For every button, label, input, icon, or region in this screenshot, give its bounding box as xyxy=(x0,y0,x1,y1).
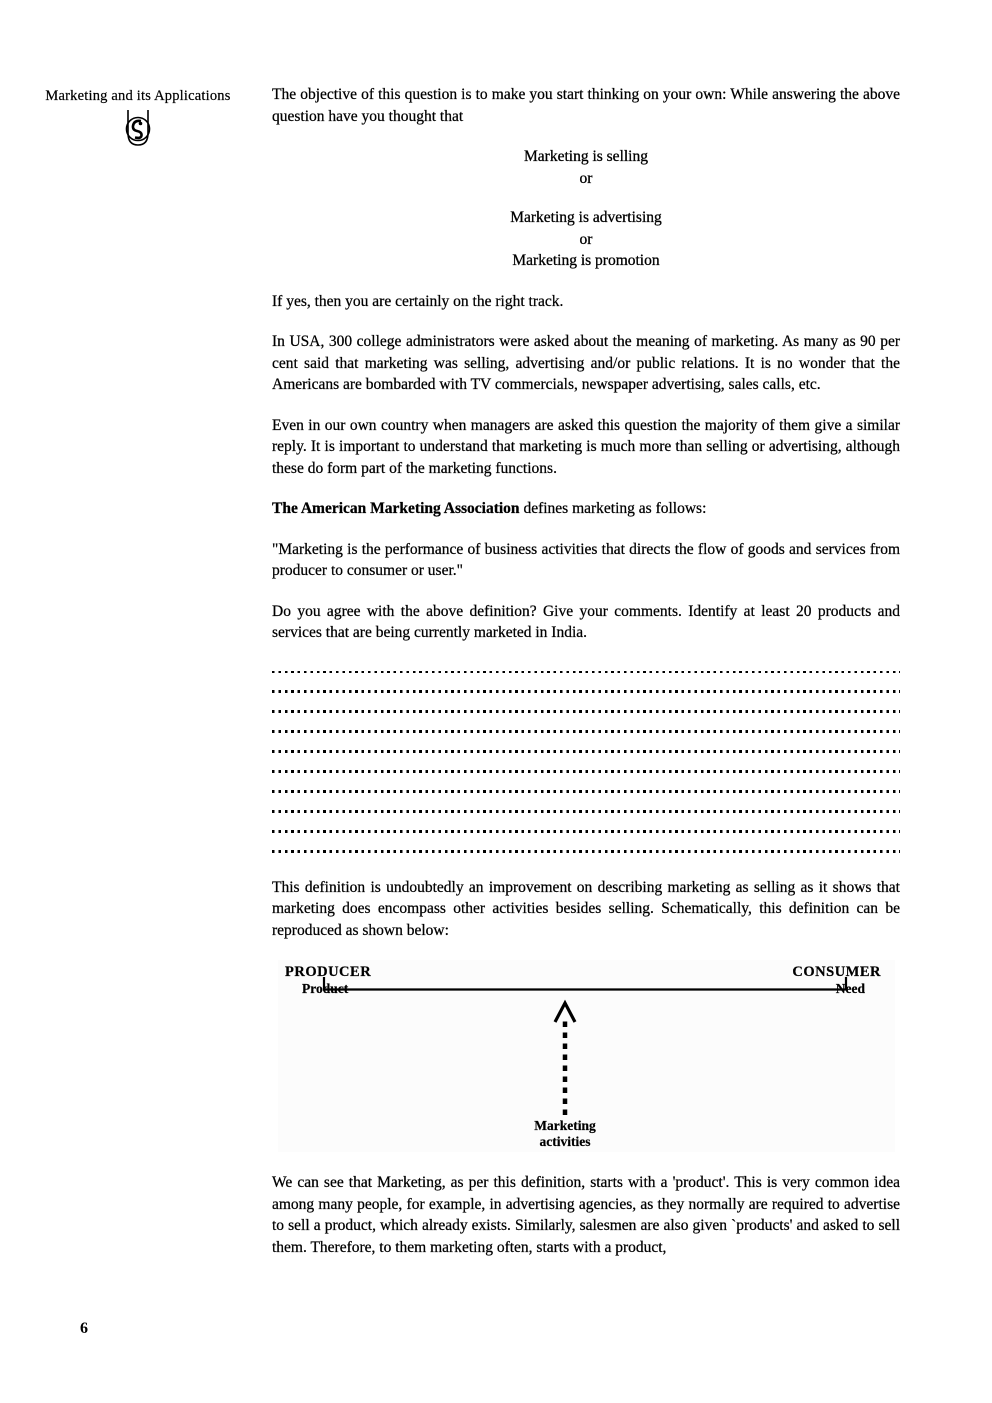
paragraph-starts-with-product: We can see that Marketing, as per this d… xyxy=(272,1174,900,1256)
paragraph-objective: The objective of this question is to mak… xyxy=(272,86,900,125)
paragraph-agree-question: Do you agree with the above definition? … xyxy=(272,602,900,641)
paragraph-own-country: Even in our own country when managers ar… xyxy=(272,416,900,477)
marketing-activities-line1: Marketing xyxy=(534,1118,596,1134)
slogan-or: or xyxy=(579,169,593,187)
paragraph-usa-survey: In USA, 300 college administrators were … xyxy=(272,333,900,393)
slogan-advertising: Marketing is advertising xyxy=(510,209,662,226)
answer-line xyxy=(272,710,900,713)
answer-line xyxy=(272,770,900,773)
paragraph-definition-quote: "Marketing is the performance of busines… xyxy=(272,540,900,579)
paragraph-right-track: If yes, then you are certainly on the ri… xyxy=(272,292,564,310)
diagram-connector-graphics xyxy=(322,977,848,1116)
slogan-promotion: Marketing is promotion xyxy=(512,252,660,269)
university-emblem-icon xyxy=(38,107,238,162)
marketing-activities-label: Marketing activities xyxy=(534,1118,596,1150)
answer-line xyxy=(272,690,900,693)
answer-line xyxy=(272,810,900,813)
answer-lines[interactable] xyxy=(272,663,900,853)
paragraph-definition-improvement: This definition is undoubtedly an improv… xyxy=(272,878,900,939)
producer-label: PRODUCER xyxy=(285,964,372,981)
answer-line xyxy=(272,730,900,733)
answer-line xyxy=(272,670,900,673)
marketing-activities-line2: activities xyxy=(539,1134,591,1150)
answer-line xyxy=(272,750,900,753)
answer-line xyxy=(272,830,900,833)
paragraph-ama-definition-intro: The American Marketing Association defin… xyxy=(272,498,900,520)
course-title: Marketing and its Applications xyxy=(45,88,231,104)
margin-column: Marketing and its Applications xyxy=(38,88,238,162)
answer-line xyxy=(272,790,900,793)
product-label: Product xyxy=(302,981,349,997)
ama-name: The American Marketing Association xyxy=(272,500,520,517)
marketing-slogans: Marketing is selling or Marketing is adv… xyxy=(272,146,900,272)
slogan-spacer xyxy=(272,189,900,207)
main-content: The objective of this question is to mak… xyxy=(272,84,900,1277)
producer-consumer-diagram: PRODUCER Product CONSUMER Need Marketing… xyxy=(278,960,895,1153)
ama-rest: defines marketing as follows: xyxy=(519,500,707,517)
need-label: Need xyxy=(835,981,865,997)
answer-line xyxy=(272,850,900,853)
slogan-selling: Marketing is selling xyxy=(524,148,648,165)
consumer-label: CONSUMER xyxy=(792,964,881,981)
page-number: 6 xyxy=(80,1320,88,1337)
slogan-or: or xyxy=(579,230,593,248)
